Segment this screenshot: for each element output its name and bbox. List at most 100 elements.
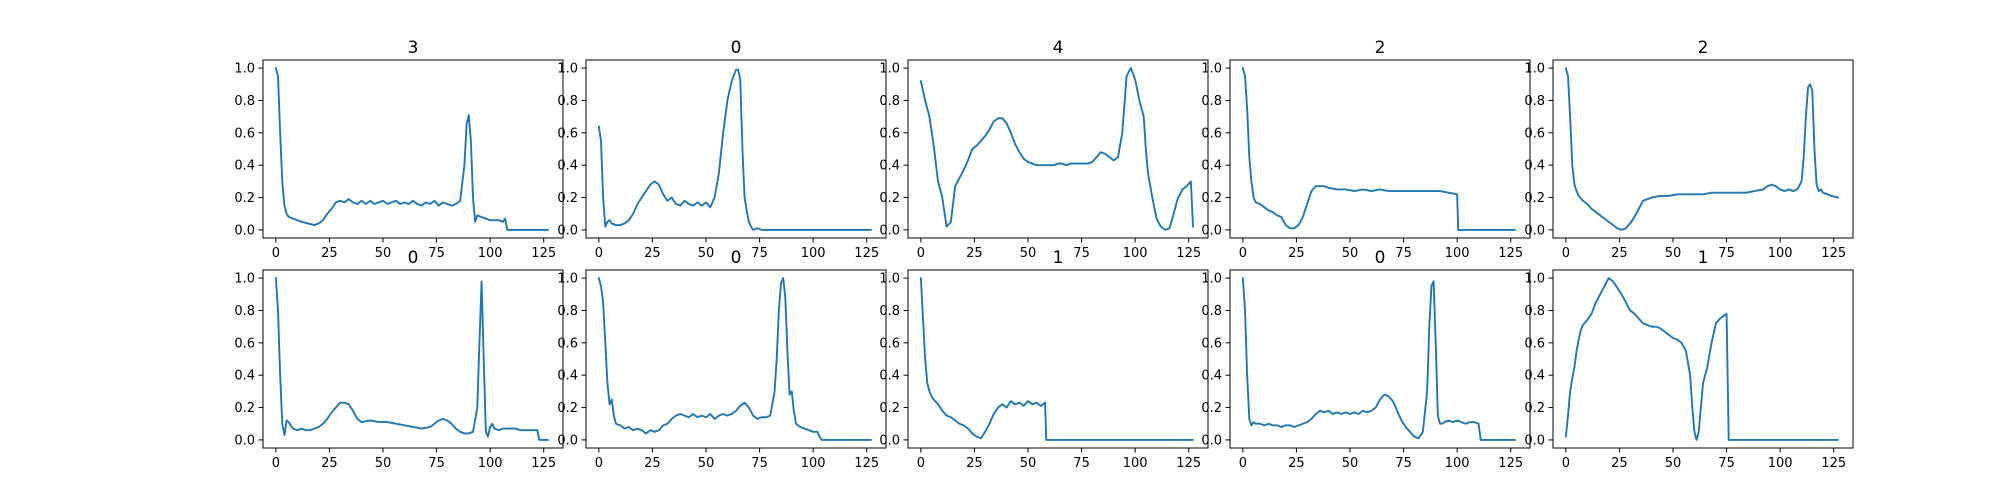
- y-tick-label: 0.2: [1524, 191, 1545, 206]
- y-tick-label: 0.8: [557, 94, 578, 109]
- x-tick-label: 75: [1718, 246, 1735, 261]
- subplot-title: 0: [731, 38, 742, 58]
- x-tick-label: 100: [1123, 456, 1148, 471]
- subplot-title: 0: [731, 248, 742, 268]
- x-tick-label: 25: [966, 246, 983, 261]
- axes-frame: [262, 269, 564, 449]
- x-tick-label: 75: [1718, 456, 1735, 471]
- x-tick-label: 100: [1123, 246, 1148, 261]
- series-line: [597, 68, 872, 231]
- x-tick-label: 50: [1342, 246, 1359, 261]
- series-line: [919, 67, 1194, 231]
- x-tick-label: 0: [595, 456, 603, 471]
- y-tick-label: 0.4: [879, 369, 900, 384]
- x-tick-label: 0: [272, 456, 280, 471]
- x-tick-label: 50: [698, 456, 715, 471]
- x-tick-label: 50: [698, 246, 715, 261]
- y-tick-label: 0.4: [557, 159, 578, 174]
- x-tick-label: 0: [917, 246, 925, 261]
- y-tick-label: 0.6: [879, 126, 900, 141]
- y-tick-label: 0.4: [1524, 159, 1545, 174]
- x-tick-label: 50: [1665, 456, 1682, 471]
- x-tick-label: 50: [1020, 246, 1037, 261]
- x-tick-label: 25: [321, 456, 338, 471]
- series-line: [919, 277, 1194, 441]
- y-tick-label: 0.4: [234, 159, 255, 174]
- x-tick-label: 125: [1498, 246, 1523, 261]
- x-tick-label: 50: [1665, 246, 1682, 261]
- y-tick-label: 0.8: [1201, 94, 1222, 109]
- x-tick-label: 125: [531, 456, 556, 471]
- x-tick-label: 125: [1821, 246, 1846, 261]
- axes-frame: [262, 59, 564, 239]
- x-tick-label: 0: [1239, 456, 1247, 471]
- y-tick-label: 1.0: [1201, 272, 1222, 287]
- subplot-9: 0.0 0.2 0.4 0.6 0.8 1.0 0 25 50 75 100 125 0: [1201, 248, 1531, 471]
- y-tick-label: 0.8: [1524, 304, 1545, 319]
- y-tick-label: 0.8: [234, 304, 255, 319]
- subplot-7: 0.0 0.2 0.4 0.6 0.8 1.0 0 25 50 75 100 125 0: [557, 248, 887, 471]
- y-tick-label: 0.0: [234, 223, 255, 238]
- y-tick-label: 0.6: [1201, 126, 1222, 141]
- y-tick-label: 0.6: [879, 336, 900, 351]
- y-tick-label: 0.0: [1524, 433, 1545, 448]
- x-tick-label: 100: [1768, 246, 1793, 261]
- series-line: [274, 67, 549, 231]
- y-tick-label: 0.0: [879, 223, 900, 238]
- y-tick-label: 0.4: [557, 369, 578, 384]
- y-tick-label: 0.4: [1524, 369, 1545, 384]
- y-tick-label: 0.4: [1201, 369, 1222, 384]
- axes-frame: [585, 59, 887, 239]
- y-tick-label: 1.0: [557, 62, 578, 77]
- y-tick-label: 0.2: [557, 191, 578, 206]
- x-tick-label: 25: [1288, 456, 1305, 471]
- y-tick-label: 0.2: [234, 191, 255, 206]
- subplot-title: 1: [1698, 248, 1709, 268]
- y-tick-label: 0.2: [879, 401, 900, 416]
- y-tick-label: 1.0: [879, 62, 900, 77]
- axes-frame: [585, 269, 887, 449]
- subplot-title: 3: [408, 38, 419, 58]
- y-tick-label: 0.0: [1524, 223, 1545, 238]
- y-tick-label: 0.8: [1524, 94, 1545, 109]
- x-tick-label: 75: [751, 456, 768, 471]
- x-tick-label: 125: [854, 456, 879, 471]
- y-tick-label: 0.0: [557, 223, 578, 238]
- subplot-title: 2: [1375, 38, 1386, 58]
- y-tick-label: 0.0: [557, 433, 578, 448]
- x-tick-label: 75: [1395, 246, 1412, 261]
- y-tick-label: 0.6: [557, 126, 578, 141]
- y-tick-label: 0.0: [879, 433, 900, 448]
- series-line: [1241, 277, 1516, 441]
- x-tick-label: 125: [1498, 456, 1523, 471]
- y-tick-label: 0.6: [557, 336, 578, 351]
- y-tick-label: 0.8: [879, 304, 900, 319]
- series-line: [274, 277, 549, 441]
- x-tick-label: 25: [966, 456, 983, 471]
- axes-frame: [1552, 59, 1854, 239]
- y-tick-label: 0.2: [234, 401, 255, 416]
- y-tick-label: 1.0: [234, 62, 255, 77]
- x-tick-label: 75: [751, 246, 768, 261]
- axes-frame: [1552, 269, 1854, 449]
- y-tick-label: 1.0: [1524, 272, 1545, 287]
- x-tick-label: 100: [1768, 456, 1793, 471]
- y-tick-label: 0.8: [557, 304, 578, 319]
- series-line: [1564, 277, 1839, 441]
- y-tick-label: 1.0: [879, 272, 900, 287]
- y-tick-label: 1.0: [1524, 62, 1545, 77]
- x-tick-label: 50: [375, 456, 392, 471]
- y-tick-label: 0.2: [1524, 401, 1545, 416]
- x-tick-label: 100: [801, 246, 826, 261]
- y-tick-label: 0.6: [234, 336, 255, 351]
- x-tick-label: 100: [801, 456, 826, 471]
- axes-frame: [1229, 59, 1531, 239]
- y-tick-label: 0.0: [1201, 433, 1222, 448]
- x-tick-label: 125: [854, 246, 879, 261]
- x-tick-label: 25: [1611, 456, 1628, 471]
- subplot-1: 0.0 0.2 0.4 0.6 0.8 1.0 0 25 50 75 100 125 3: [234, 38, 564, 261]
- x-tick-label: 25: [321, 246, 338, 261]
- subplot-4: 0.0 0.2 0.4 0.6 0.8 1.0 0 25 50 75 100 125 2: [1201, 38, 1531, 261]
- y-tick-label: 0.2: [1201, 191, 1222, 206]
